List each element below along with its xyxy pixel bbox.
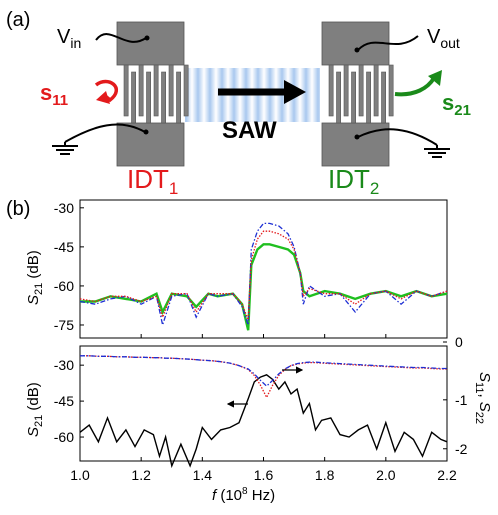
idt-finger: [358, 64, 364, 117]
bottom-plot-series: [79, 355, 448, 469]
idt-finger: [153, 64, 159, 117]
s11-arrow: [94, 79, 118, 103]
s21-arrowhead: [428, 70, 442, 86]
ground-symbol-right: [424, 145, 450, 158]
vout-label: Vout: [427, 26, 460, 51]
x-tick-label: 1.8: [315, 467, 335, 483]
idt-finger: [381, 71, 386, 124]
idt-finger: [161, 71, 166, 124]
ground-terminal-right: [354, 134, 360, 140]
right-y-tick-label: -2: [455, 441, 468, 457]
ground-symbol-left: [52, 142, 78, 155]
series-line: [80, 355, 447, 387]
top-ylabel: S21 (dB): [25, 250, 45, 305]
idt1-label: IDT1: [127, 164, 178, 198]
x-axis-label: f (108 Hz): [212, 486, 275, 504]
vout-terminal: [354, 47, 360, 53]
saw-label: SAW: [222, 117, 277, 144]
panel-b: (b) -30-45-60-75 -30-45-60 0-1-2 1.0 1.2 1…: [6, 198, 493, 504]
s11-arrowhead: [96, 91, 110, 104]
x-tick-label: 2.0: [376, 467, 396, 483]
idt1-top-pad: [116, 21, 185, 66]
idt-finger: [131, 71, 136, 124]
idt2-label: IDT2: [328, 164, 379, 198]
top-y-tick-label: -75: [54, 317, 74, 333]
vout-wire: [357, 35, 419, 51]
top-y-tick-label: -60: [54, 278, 74, 294]
saw-arrowhead: [284, 80, 306, 104]
bottom-y-tick-label: -45: [54, 393, 74, 409]
panel-a-label: (a): [6, 9, 30, 31]
x-tick-label: 1.0: [70, 467, 90, 483]
top-y-tick-label: -45: [54, 239, 74, 255]
idt-finger: [138, 64, 144, 117]
s11-label: s11: [40, 80, 68, 109]
x-tick-label: 1.2: [131, 467, 151, 483]
bottom-y-tick-label: -60: [54, 429, 74, 445]
idt-finger: [168, 64, 174, 117]
idt-finger: [388, 64, 394, 117]
idt-finger: [351, 71, 356, 124]
ground-wire-right: [357, 128, 438, 146]
vin-terminal: [144, 35, 150, 41]
idt-finger: [328, 64, 334, 117]
panel-b-label: (b): [6, 198, 30, 220]
right-ylabel: S11, S22: [473, 372, 493, 424]
idt2-fingers: [328, 64, 394, 124]
top-plot-series: [79, 222, 448, 331]
right-y-ticks: 0 -1 -2: [443, 334, 468, 457]
bottom-ylabel: S21 (dB): [25, 382, 45, 437]
x-ticks: 1.0 1.2 1.4 1.6 1.8 2.0 2.2: [70, 334, 457, 483]
idt-finger: [183, 64, 189, 117]
idt-finger: [123, 64, 129, 117]
idt-finger: [146, 71, 151, 124]
top-y-tick-label: -30: [54, 200, 74, 216]
vin-label: Vin: [57, 26, 81, 51]
idt-finger: [366, 71, 371, 124]
vin-wire: [95, 33, 147, 43]
ground-terminal-left: [143, 129, 149, 135]
idt-finger: [343, 64, 349, 117]
x-tick-label: 2.2: [437, 467, 457, 483]
series-line: [79, 230, 448, 321]
top-y-ticks: -30 -45 -60 -75: [54, 200, 84, 333]
s21-arrow: [394, 76, 436, 97]
panel-a: (a) Vin Vout: [6, 9, 471, 198]
idt-finger: [373, 64, 379, 117]
idt-finger: [176, 71, 181, 124]
bottom-y-tick-label: -30: [54, 357, 74, 373]
right-y-tick-label: -1: [455, 392, 468, 408]
s21-label: s21: [442, 90, 471, 119]
right-y-tick-label: 0: [455, 334, 463, 350]
x-tick-label: 1.6: [254, 467, 274, 483]
idt-finger: [336, 71, 341, 124]
x-tick-label: 1.4: [193, 467, 213, 483]
idt1-bottom-pad: [116, 122, 185, 167]
bottom-y-ticks: -30 -45 -60: [54, 357, 84, 445]
series-line: [79, 374, 448, 469]
series-line: [79, 222, 448, 328]
ground-wire-left: [64, 123, 146, 143]
series-line: [80, 243, 448, 331]
top-plot-frame: [79, 199, 448, 339]
idt1-fingers: [123, 64, 189, 124]
